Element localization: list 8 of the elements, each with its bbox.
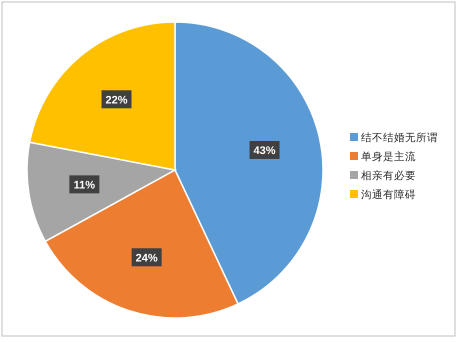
legend-label: 相亲有必要 (361, 169, 416, 182)
legend-label: 沟通有障碍 (361, 188, 416, 201)
data-label: 22% (105, 94, 128, 106)
legend-label: 结不结婚无所谓 (361, 131, 438, 144)
data-label: 24% (136, 252, 158, 264)
data-label: 43% (254, 144, 276, 157)
legend-label: 单身是主流 (361, 150, 416, 163)
data-label: 11% (74, 179, 96, 192)
